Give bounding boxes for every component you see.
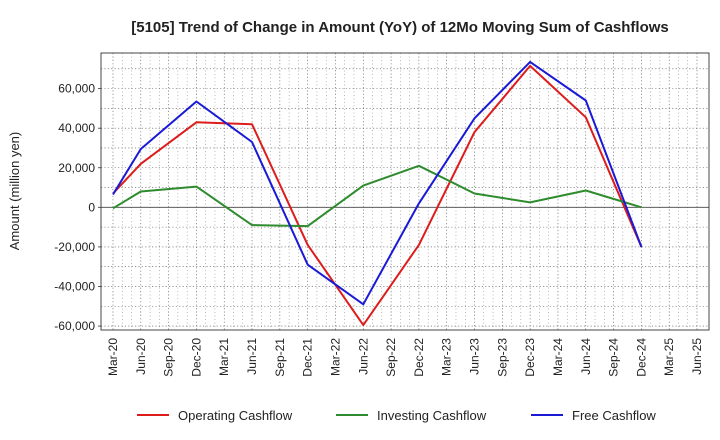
legend: Operating Cashflow Investing Cashflow Free… bbox=[137, 408, 656, 423]
x-tick-label: Sep-24 bbox=[607, 338, 621, 377]
y-tick-label: 0 bbox=[88, 200, 95, 214]
series-line bbox=[112, 60, 643, 306]
x-tick-label: Jun-21 bbox=[245, 338, 259, 375]
x-tick-label: Sep-23 bbox=[495, 338, 509, 377]
series-lines bbox=[112, 60, 643, 327]
legend-label: Operating Cashflow bbox=[178, 408, 293, 423]
legend-label: Investing Cashflow bbox=[377, 408, 487, 423]
x-tick-label: Mar-21 bbox=[217, 338, 231, 376]
x-tick-label: Sep-22 bbox=[384, 338, 398, 377]
x-tick-label: Jun-20 bbox=[134, 338, 148, 375]
x-tick-label: Jun-25 bbox=[690, 338, 704, 375]
plot-frame bbox=[100, 52, 710, 331]
x-tick-label: Dec-23 bbox=[523, 338, 537, 377]
chart-title: [5105] Trend of Change in Amount (YoY) o… bbox=[131, 19, 669, 36]
y-axis-label: Amount (million yen) bbox=[7, 132, 22, 251]
y-tick-label: 60,000 bbox=[58, 82, 95, 96]
y-tick-label: -60,000 bbox=[54, 319, 95, 333]
y-tick-label: -40,000 bbox=[54, 279, 95, 293]
x-tick-labels: Mar-20 Jun-20 Sep-20 Dec-20 Mar-21 Jun-21 Sep-… bbox=[106, 338, 704, 377]
x-tick-label: Dec-21 bbox=[301, 338, 315, 377]
x-tick-label: Dec-24 bbox=[634, 338, 648, 377]
x-tick-label: Mar-20 bbox=[106, 338, 120, 376]
legend-label: Free Cashflow bbox=[572, 408, 656, 423]
y-tick-label: 40,000 bbox=[58, 121, 95, 135]
x-tick-label: Jun-24 bbox=[579, 338, 593, 375]
x-tick-label: Sep-20 bbox=[162, 338, 176, 377]
series-line bbox=[112, 164, 642, 228]
x-tick-label: Jun-22 bbox=[356, 338, 370, 375]
x-tick-label: Mar-22 bbox=[328, 338, 342, 376]
axes bbox=[98, 52, 710, 331]
series-line bbox=[112, 64, 643, 327]
x-tick-label: Mar-25 bbox=[662, 338, 676, 376]
y-tick-label: -20,000 bbox=[54, 240, 95, 254]
x-tick-label: Mar-23 bbox=[440, 338, 454, 376]
x-tick-label: Mar-24 bbox=[551, 338, 565, 376]
x-tick-label: Jun-23 bbox=[468, 338, 482, 375]
y-tick-label: 20,000 bbox=[58, 161, 95, 175]
x-tick-label: Dec-20 bbox=[189, 338, 203, 377]
x-tick-label: Dec-22 bbox=[412, 338, 426, 377]
x-tick-label: Sep-21 bbox=[273, 338, 287, 377]
y-tick-labels: 60,000 40,000 20,000 0 -20,000 -40,000 -60,000 bbox=[54, 82, 95, 333]
